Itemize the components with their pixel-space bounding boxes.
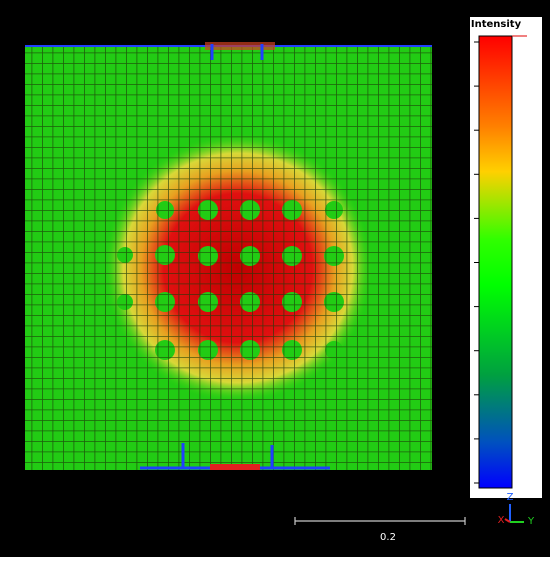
tick-label: 0.3 bbox=[450, 346, 466, 357]
axis-z: Z bbox=[507, 492, 514, 503]
tick-label: 0.8 bbox=[450, 125, 466, 136]
tick-label: 1.0 bbox=[450, 37, 466, 48]
axes-widget: Z X Y bbox=[498, 492, 535, 527]
axis-x: X bbox=[498, 515, 505, 526]
axis-y: Y bbox=[527, 516, 535, 527]
scale-label: 0.2 bbox=[380, 532, 396, 543]
color-scale: Intensity bbox=[470, 17, 542, 498]
tick-label: 0.6 bbox=[450, 213, 466, 224]
color-scale-title: Intensity bbox=[471, 19, 522, 30]
tick-label: 0.7 bbox=[450, 169, 466, 180]
tick-label: 0.9 bbox=[450, 81, 466, 92]
tick-label: 0.1 bbox=[450, 434, 466, 445]
tick-label: 0.5 bbox=[450, 258, 466, 269]
point-cloud bbox=[25, 42, 432, 470]
tick-label: 0.4 bbox=[450, 302, 466, 313]
color-bar bbox=[478, 35, 513, 489]
scale-bar: 0.2 bbox=[294, 517, 466, 543]
scale-line bbox=[294, 517, 466, 525]
tick-label: 0.0 bbox=[450, 478, 466, 489]
tick-label: 0.2 bbox=[450, 390, 466, 401]
